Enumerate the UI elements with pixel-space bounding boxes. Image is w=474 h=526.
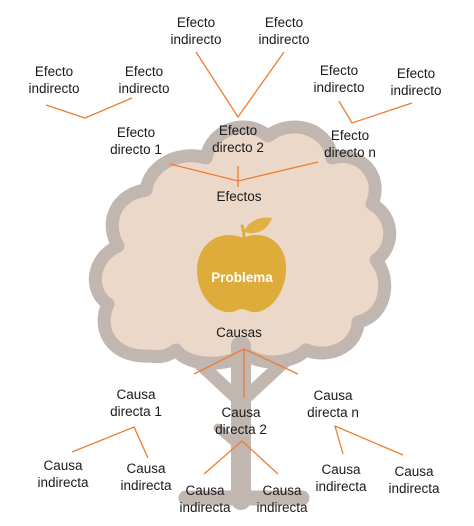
direct-cause-n: Causa directa n: [307, 388, 359, 420]
causes-hub-label: Causas: [216, 325, 262, 340]
indirect-effect-1: Efecto indirecto: [170, 15, 222, 47]
direct-cause-2: Causa directa 2: [215, 405, 267, 437]
indirect-effect-3: Efecto indirecto: [28, 64, 80, 96]
direct-effect-1: Efecto directo 1: [110, 125, 162, 157]
connector-lines: [45, 51, 413, 475]
indirect-cause-3: Causa indirecta: [179, 483, 231, 515]
indirect-effect-5: Efecto indirecto: [313, 63, 365, 95]
direct-cause-1: Causa directa 1: [110, 387, 162, 419]
indirect-effect-6: Efecto indirecto: [390, 66, 442, 98]
indirect-cause-5: Causa indirecta: [315, 462, 367, 494]
indirect-cause-1: Causa indirecta: [37, 458, 89, 490]
apple-icon: [196, 217, 287, 313]
indirect-effect-4: Efecto indirecto: [118, 64, 170, 96]
direct-effect-n: Efecto directo n: [324, 128, 376, 160]
indirect-cause-6: Causa indirecta: [388, 464, 440, 496]
indirect-effect-2: Efecto indirecto: [258, 15, 310, 47]
indirect-cause-2: Causa indirecta: [120, 461, 172, 493]
direct-effect-2: Efecto directo 2: [212, 123, 264, 155]
apple-label: Problema: [211, 270, 273, 285]
effects-hub-label: Efectos: [216, 189, 262, 204]
indirect-cause-4: Causa indirecta: [256, 483, 308, 515]
